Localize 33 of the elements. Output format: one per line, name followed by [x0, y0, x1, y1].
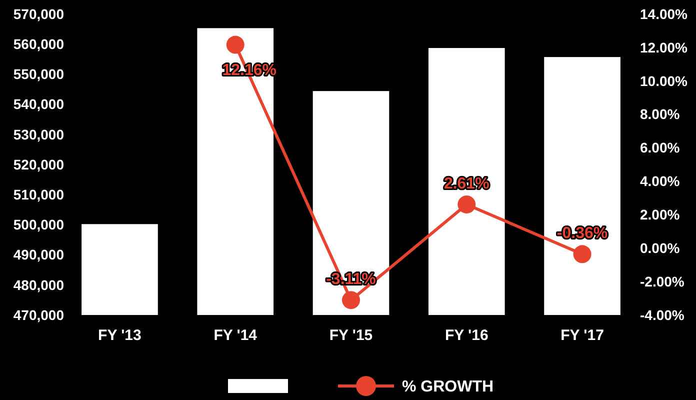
y-tick-label: 510,000 — [13, 186, 64, 202]
point — [342, 291, 360, 310]
y-tick-label: 520,000 — [13, 156, 64, 172]
y2-tick-label: 6.00% — [640, 140, 680, 156]
x-tick-label: FY '15 — [329, 327, 373, 344]
legend-label: % GROWTH — [402, 378, 494, 396]
point — [573, 245, 592, 264]
y-tick-label: 490,000 — [13, 246, 64, 263]
point — [458, 195, 476, 214]
y2-tick-label: 14.00% — [640, 6, 688, 22]
y2-tick-label: 2.00% — [640, 206, 680, 223]
x-tick-label: FY '14 — [214, 327, 258, 344]
x-tick-label: FY '16 — [444, 327, 488, 344]
y-tick-label: 570,000 — [13, 6, 64, 22]
y-tick-label: 530,000 — [13, 126, 64, 142]
y2-tick-label: 4.00% — [640, 173, 680, 190]
point — [226, 36, 244, 54]
data-label: 2.61% — [444, 175, 490, 192]
y2-tick-label: 0.00% — [640, 240, 680, 256]
y-tick-label: 500,000 — [13, 216, 64, 233]
y-tick-label: 480,000 — [13, 276, 64, 293]
y2-tick-label: 12.00% — [640, 39, 688, 56]
y-tick-label: 540,000 — [13, 96, 64, 112]
y2-tick-label: 10.00% — [640, 72, 688, 89]
y-tick-label: 470,000 — [13, 306, 64, 323]
y2-tick-label: 8.00% — [640, 106, 680, 122]
y2-tick-label: -2.00% — [640, 273, 685, 290]
x-tick-label: FY '17 — [560, 327, 604, 344]
y2-tick-label: -4.00% — [640, 306, 685, 323]
y-tick-label: 560,000 — [13, 36, 64, 52]
x-tick-label: FY '13 — [98, 327, 142, 344]
y-tick-label: 550,000 — [13, 66, 64, 82]
data-label: -0.36% — [556, 225, 608, 242]
